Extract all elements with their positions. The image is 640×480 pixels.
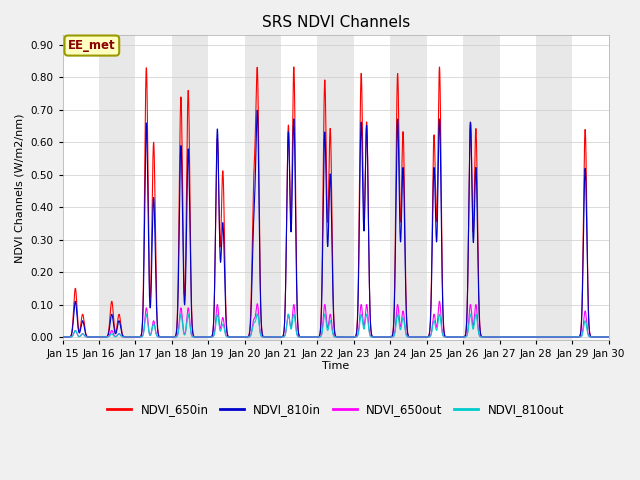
X-axis label: Time: Time <box>322 360 349 371</box>
Bar <box>427 36 463 340</box>
Bar <box>172 36 208 340</box>
Bar <box>500 36 536 340</box>
Legend: NDVI_650in, NDVI_810in, NDVI_650out, NDVI_810out: NDVI_650in, NDVI_810in, NDVI_650out, NDV… <box>102 398 569 420</box>
Title: SRS NDVI Channels: SRS NDVI Channels <box>262 15 410 30</box>
Bar <box>536 36 572 340</box>
Bar <box>136 36 172 340</box>
Text: EE_met: EE_met <box>68 39 116 52</box>
Bar <box>281 36 317 340</box>
Bar <box>99 36 136 340</box>
Bar <box>208 36 244 340</box>
Bar <box>463 36 500 340</box>
Bar <box>572 36 609 340</box>
Bar <box>354 36 390 340</box>
Y-axis label: NDVI Channels (W/m2/nm): NDVI Channels (W/m2/nm) <box>15 113 25 263</box>
Bar <box>63 36 99 340</box>
Bar <box>390 36 427 340</box>
Bar <box>244 36 281 340</box>
Bar <box>317 36 354 340</box>
